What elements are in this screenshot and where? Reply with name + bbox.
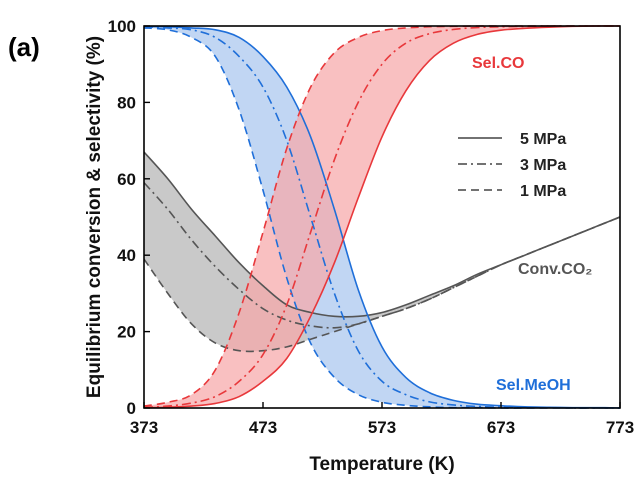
y-axis-title: Equilibrium conversion & selectivity (%)	[84, 36, 105, 398]
band-fills	[144, 25, 620, 409]
x-axis-ticks: 373 473 573 673 773	[130, 402, 634, 437]
annotation-conv-co2: Conv.CO₂	[518, 261, 592, 278]
line-meoh-3mpa	[143, 25, 620, 409]
line-meoh-1mpa	[143, 27, 620, 409]
series-lines	[143, 25, 621, 409]
y-tick-label: 100	[108, 17, 136, 36]
annotation-sel-meoh: Sel.MeOH	[496, 377, 571, 394]
band-meoh	[144, 26, 620, 409]
legend: 5 MPa 3 MPa 1 MPa	[458, 131, 566, 200]
line-conv-1mpa	[143, 216, 621, 353]
y-tick-label: 20	[117, 323, 136, 342]
x-tick-label: 773	[606, 418, 634, 437]
x-tick-label: 473	[249, 418, 277, 437]
line-conv-3mpa	[143, 182, 621, 329]
legend-label-3mpa: 3 MPa	[520, 157, 566, 174]
line-meoh-5mpa	[143, 25, 621, 409]
y-tick-label: 40	[117, 246, 136, 265]
band-co	[144, 25, 620, 408]
legend-label-5mpa: 5 MPa	[520, 131, 566, 148]
band-conv	[144, 152, 620, 352]
y-axis-ticks: 0 20 40 60 80 100	[108, 17, 150, 418]
x-tick-label: 673	[487, 418, 515, 437]
y-tick-label: 80	[117, 93, 136, 112]
legend-label-1mpa: 1 MPa	[520, 183, 566, 200]
panel-label: (a)	[8, 32, 40, 62]
x-tick-label: 373	[130, 418, 158, 437]
line-co-1mpa	[143, 25, 620, 407]
y-tick-label: 0	[127, 399, 136, 418]
annotation-sel-co: Sel.CO	[472, 55, 524, 72]
x-axis-title: Temperature (K)	[309, 454, 454, 475]
x-tick-label: 573	[368, 418, 396, 437]
line-co-5mpa	[143, 25, 621, 409]
y-tick-label: 60	[117, 170, 136, 189]
